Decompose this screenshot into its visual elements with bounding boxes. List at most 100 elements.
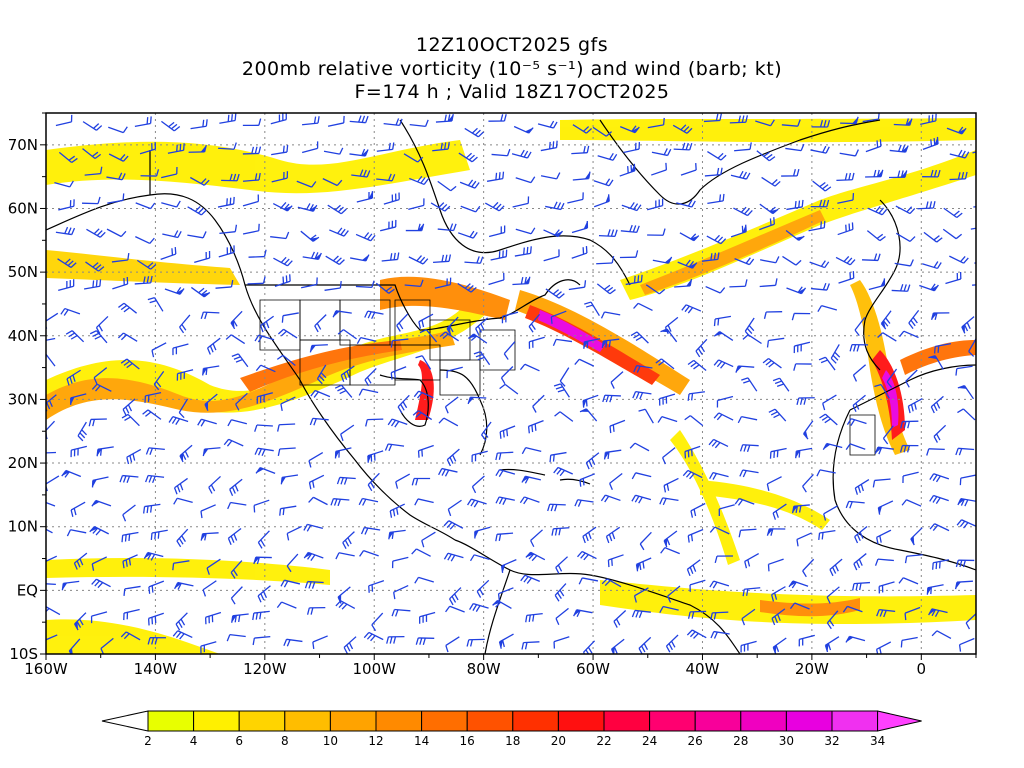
wind-barb — [302, 251, 322, 261]
wind-barb — [419, 329, 438, 343]
wind-barb — [798, 634, 815, 647]
wind-barb — [512, 196, 530, 208]
colorbar-tick-label: 2 — [144, 734, 152, 748]
wind-barb — [598, 229, 618, 238]
wind-barb — [235, 392, 248, 411]
wind-barb — [176, 369, 194, 381]
wind-barb — [484, 201, 505, 212]
wind-barb — [437, 223, 457, 232]
wind-barb — [435, 114, 454, 123]
wind-barb — [874, 558, 894, 566]
wind-barb — [254, 334, 275, 343]
wind-barb — [46, 353, 56, 367]
wind-barb — [61, 580, 80, 591]
wind-barb — [225, 334, 246, 345]
colorbar-tick-label: 26 — [688, 734, 703, 748]
wind-barb — [802, 558, 815, 578]
wind-barb — [409, 175, 429, 186]
wind-barb — [111, 252, 130, 263]
wind-barb — [972, 151, 976, 154]
wind-barb — [396, 313, 409, 332]
wind-barb — [384, 443, 405, 452]
wind-barb — [254, 424, 273, 432]
wind-barb — [919, 283, 939, 292]
wind-barb — [631, 609, 651, 618]
lon-tick-label: 40W — [686, 660, 720, 678]
wind-barb — [633, 587, 649, 603]
wind-barb — [206, 558, 221, 575]
wind-barb — [741, 377, 758, 392]
wind-barb — [46, 451, 57, 454]
wind-barb — [254, 447, 274, 456]
wind-barb — [160, 247, 177, 260]
wind-barb — [573, 609, 593, 618]
wind-barb — [469, 603, 489, 612]
wind-barb — [970, 227, 976, 230]
wind-barb — [446, 366, 463, 379]
colorbar-swatch — [740, 710, 787, 732]
wind-barb — [734, 142, 752, 152]
wind-barb — [242, 146, 262, 155]
wind-barb — [91, 578, 111, 589]
wind-barb — [658, 393, 676, 406]
wind-barb — [164, 286, 185, 295]
wind-barb — [135, 236, 155, 245]
wind-barb — [84, 166, 103, 176]
wind-barb — [46, 528, 53, 534]
wind-barb — [837, 193, 855, 204]
wind-barb — [540, 140, 558, 152]
wind-barb — [822, 394, 837, 411]
wind-barb — [708, 438, 729, 449]
wind-barb — [895, 232, 916, 243]
wind-barb — [70, 501, 86, 517]
wind-barb — [430, 202, 451, 212]
wind-barb — [70, 445, 87, 458]
wind-barb — [781, 168, 800, 177]
wind-barb — [882, 425, 894, 445]
wind-barb — [701, 252, 720, 262]
wind-barb — [408, 198, 425, 210]
wind-barb — [530, 529, 543, 548]
wind-barb — [710, 611, 729, 620]
wind-barb — [230, 560, 243, 579]
wind-barb — [803, 420, 814, 440]
wind-barb — [388, 529, 406, 540]
wind-barb — [501, 311, 519, 324]
wind-barb — [663, 530, 678, 548]
wind-barb — [852, 394, 866, 413]
wind-barb — [408, 255, 429, 265]
wind-barb — [46, 337, 56, 341]
colorbar-swatch — [421, 710, 468, 732]
wind-barb — [61, 469, 82, 478]
wind-barb — [905, 369, 918, 388]
wind-barb — [303, 523, 323, 532]
colorbar-swatch — [649, 710, 696, 732]
wind-barb — [106, 172, 126, 181]
wind-barb — [687, 391, 705, 401]
wind-barb — [926, 584, 944, 595]
wind-barb — [120, 631, 141, 641]
wind-barb — [782, 255, 802, 266]
wind-barb — [714, 555, 733, 564]
wind-barb — [389, 503, 406, 518]
wind-barb — [684, 415, 704, 427]
wind-barb — [922, 261, 942, 270]
wind-barb — [324, 280, 342, 291]
wind-barb — [397, 394, 410, 414]
wind-barb — [438, 467, 458, 477]
wind-barb — [543, 249, 560, 262]
wind-barb — [91, 476, 109, 488]
wind-barb — [197, 418, 217, 427]
wind-barb — [706, 234, 727, 245]
wind-barb — [931, 630, 952, 640]
wind-barb — [414, 498, 434, 506]
wind-barb — [729, 115, 749, 124]
lat-lon-grid — [46, 113, 976, 654]
wind-barb — [218, 142, 237, 150]
map-axes: 160W 140W 120W 100W 80W 60W 40W 20W 0 70N 60N 50N 40… — [8, 112, 977, 678]
colorbar-swatch — [694, 710, 742, 732]
wind-barb — [585, 452, 600, 470]
wind-barb — [771, 608, 786, 626]
wind-barb — [686, 559, 701, 577]
wind-barb — [316, 364, 327, 385]
